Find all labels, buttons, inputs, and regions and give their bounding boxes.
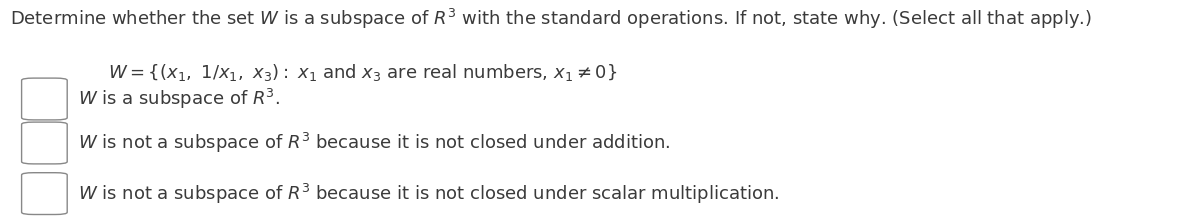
FancyBboxPatch shape [22, 78, 67, 120]
Text: $W$ is a subspace of $R^3$.: $W$ is a subspace of $R^3$. [78, 87, 280, 111]
FancyBboxPatch shape [22, 173, 67, 214]
Text: $W = \{(x_1,\ 1/x_1,\ x_3):\ x_1$ and $x_3$ are real numbers, $x_1 \neq 0\}$: $W = \{(x_1,\ 1/x_1,\ x_3):\ x_1$ and $x… [108, 62, 617, 82]
Text: $W$ is not a subspace of $R^3$ because it is not closed under addition.: $W$ is not a subspace of $R^3$ because i… [78, 131, 671, 155]
Text: $W$ is not a subspace of $R^3$ because it is not closed under scalar multiplicat: $W$ is not a subspace of $R^3$ because i… [78, 182, 780, 206]
FancyBboxPatch shape [22, 122, 67, 164]
Text: Determine whether the set $W$ is a subspace of $R^3$ with the standard operation: Determine whether the set $W$ is a subsp… [10, 7, 1092, 31]
